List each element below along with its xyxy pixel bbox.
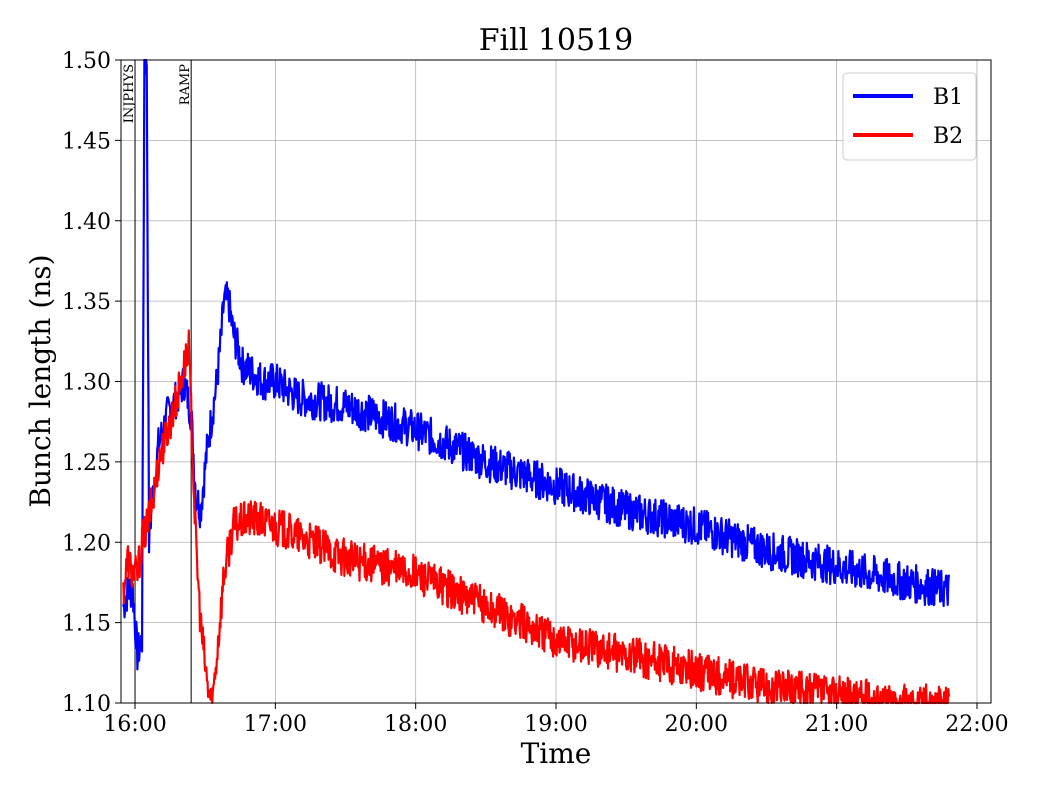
series-line-b1 xyxy=(122,58,950,671)
y-tick-label: 1.10 xyxy=(62,692,111,717)
series-group xyxy=(122,58,950,705)
y-tick-label: 1.30 xyxy=(62,371,111,396)
y-tick-label: 1.50 xyxy=(62,49,111,74)
x-ticks: 16:00 17:00 18:00 19:00 20:00 21:00 22:00 xyxy=(103,703,1009,737)
x-tick-label: 16:00 xyxy=(103,712,166,737)
y-tick-label: 1.15 xyxy=(62,612,111,637)
annotations: INJPHYS RAMP xyxy=(122,60,193,703)
x-axis-label: Time xyxy=(521,737,592,770)
phase-marker-label: INJPHYS xyxy=(122,64,137,123)
x-tick-label: 21:00 xyxy=(805,712,868,737)
y-tick-label: 1.25 xyxy=(62,451,111,476)
y-tick-label: 1.35 xyxy=(62,290,111,315)
legend: B1 B2 xyxy=(842,72,977,161)
legend-label: B2 xyxy=(933,124,963,149)
x-tick-label: 20:00 xyxy=(665,712,728,737)
x-tick-label: 22:00 xyxy=(945,712,1008,737)
x-tick-label: 18:00 xyxy=(384,712,447,737)
y-axis-label: Bunch length (ns) xyxy=(24,254,57,507)
y-tick-label: 1.40 xyxy=(62,210,111,235)
legend-label: B1 xyxy=(933,85,963,110)
x-tick-label: 17:00 xyxy=(244,712,307,737)
y-ticks: 1.10 1.15 1.20 1.25 1.30 1.35 1.40 1.45 1.50 xyxy=(62,49,121,717)
phase-marker-label: RAMP xyxy=(178,64,193,105)
y-tick-label: 1.20 xyxy=(62,531,111,556)
series-line-b2 xyxy=(122,329,950,705)
chart-title: Fill 10519 xyxy=(479,23,634,58)
y-tick-label: 1.45 xyxy=(62,129,111,154)
x-tick-label: 19:00 xyxy=(524,712,587,737)
